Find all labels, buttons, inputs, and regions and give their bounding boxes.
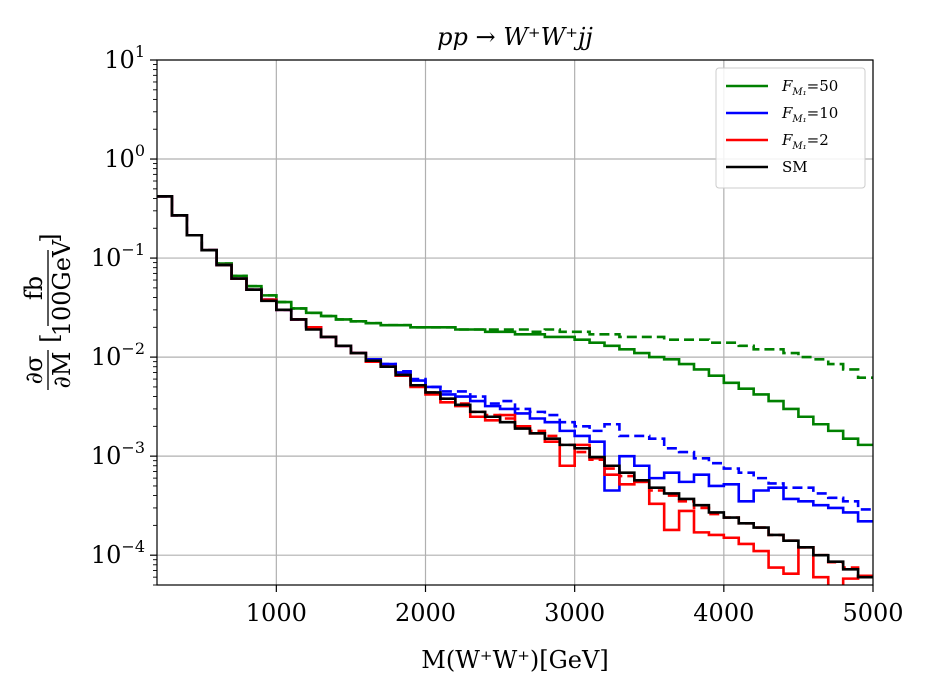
legend-label: FM₁=2 <box>781 131 829 152</box>
series-line-f-m1-50-dashed- <box>157 195 873 379</box>
x-tick-label: 4000 <box>693 599 754 627</box>
axis-ticks <box>150 59 874 592</box>
y-tick-labels: 10−4 10−3 10−2 10−1 100 101 <box>91 42 145 569</box>
y-label-bracket-left: [ <box>36 333 64 342</box>
y-label-unit-numer: fb <box>20 276 48 300</box>
y-axis-label: ∂σ ∂M [ fb 100GeV ] <box>20 233 76 390</box>
series-line-f-m1-50 <box>157 195 873 447</box>
y-label-denom: ∂M <box>48 352 76 389</box>
y-label-unit-denom: 100GeV <box>48 239 76 336</box>
series-line-f-m1-10 <box>157 195 873 523</box>
x-tick-label: 1000 <box>246 599 307 627</box>
series-line-sm <box>157 195 873 579</box>
plot-frame <box>156 59 874 586</box>
y-tick-label: 100 <box>104 141 145 173</box>
x-tick-label: 3000 <box>544 599 605 627</box>
series-clip-group <box>157 195 873 585</box>
series-line-f-m1-2-dashed- <box>157 195 873 579</box>
series-group <box>157 195 873 585</box>
x-axis-label: M(W⁺W⁺)[GeV] <box>421 646 608 674</box>
y-tick-label: 10−4 <box>91 537 145 569</box>
y-tick-label: 10−1 <box>91 240 145 272</box>
series-line-f-m1-10-dashed- <box>157 195 873 511</box>
legend-label: FM₁=10 <box>781 104 838 125</box>
x-tick-label: 2000 <box>395 599 456 627</box>
legend-label: SM <box>782 158 808 176</box>
x-tick-label: 5000 <box>842 599 903 627</box>
legend-label: FM₁=50 <box>781 77 838 98</box>
legend-box <box>715 67 866 189</box>
y-tick-label: 101 <box>104 42 145 74</box>
legend: FM₁=50 FM₁=10 FM₁=2 SM <box>715 67 866 189</box>
x-tick-labels: 1000 2000 3000 4000 5000 <box>246 599 904 627</box>
y-label-bracket-right: ] <box>36 233 64 242</box>
y-label-numer: ∂σ <box>20 356 48 385</box>
chart-title: pp → W⁺W⁺jj <box>437 23 593 51</box>
y-tick-label: 10−2 <box>91 339 145 371</box>
y-tick-label: 10−3 <box>91 438 145 470</box>
